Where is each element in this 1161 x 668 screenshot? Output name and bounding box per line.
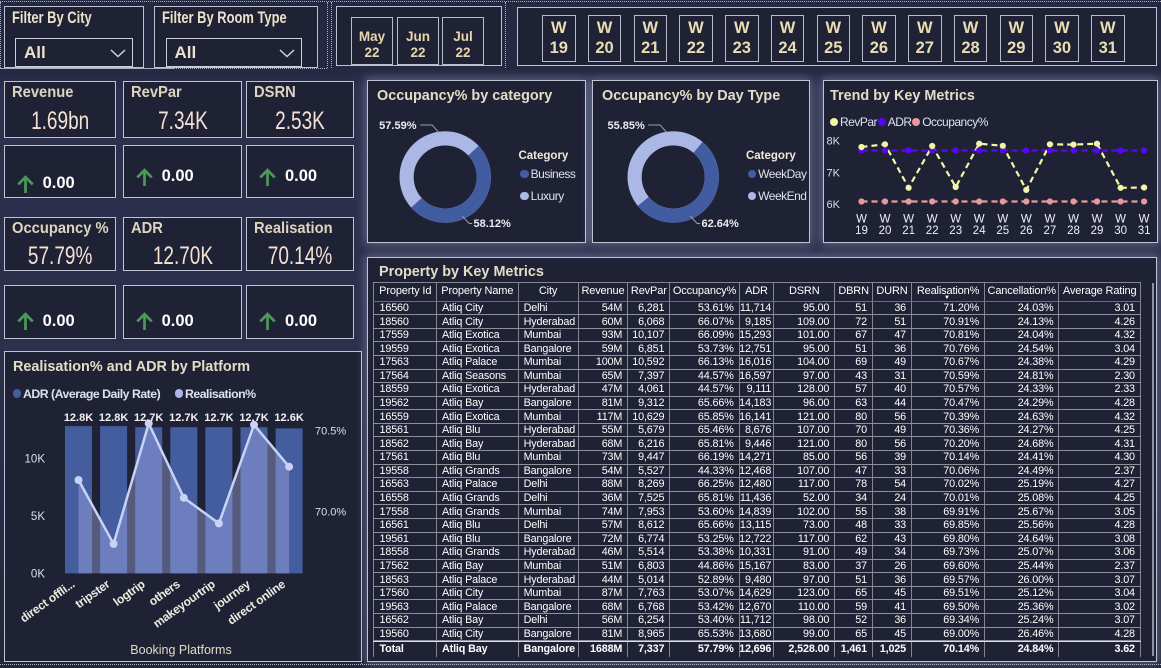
svg-text:direct offli...: direct offli... (17, 577, 77, 625)
svg-text:W: W (856, 214, 867, 226)
svg-text:29: 29 (1091, 225, 1104, 237)
svg-text:7K: 7K (827, 168, 841, 180)
svg-text:27: 27 (1044, 225, 1057, 237)
svg-text:12.7K: 12.7K (239, 412, 268, 424)
svg-text:6K: 6K (827, 199, 841, 211)
svg-text:0K: 0K (30, 568, 44, 580)
svg-text:Booking Platforms: Booking Platforms (130, 643, 231, 657)
svg-text:19: 19 (855, 225, 868, 237)
svg-text:25: 25 (996, 225, 1009, 237)
svg-text:22: 22 (926, 225, 939, 237)
svg-text:W: W (903, 214, 914, 226)
svg-text:W: W (880, 214, 891, 226)
svg-text:W: W (1044, 214, 1055, 226)
svg-text:21: 21 (902, 225, 915, 237)
svg-text:logtrip: logtrip (110, 577, 147, 609)
svg-text:30: 30 (1114, 225, 1127, 237)
svg-text:70.5%: 70.5% (315, 426, 346, 438)
svg-text:W: W (997, 214, 1008, 226)
svg-text:20: 20 (879, 225, 892, 237)
svg-text:W: W (1021, 214, 1032, 226)
svg-text:12.8K: 12.8K (63, 412, 92, 424)
svg-text:5K: 5K (30, 511, 44, 523)
svg-text:8K: 8K (827, 136, 841, 148)
svg-text:23: 23 (949, 225, 962, 237)
svg-text:W: W (950, 214, 961, 226)
svg-text:W: W (1139, 214, 1150, 226)
svg-text:12.8K: 12.8K (98, 412, 127, 424)
svg-text:W: W (927, 214, 938, 226)
svg-text:12.6K: 12.6K (274, 412, 303, 424)
svg-text:26: 26 (1020, 225, 1033, 237)
svg-text:12.7K: 12.7K (169, 412, 198, 424)
svg-text:tripster: tripster (72, 577, 112, 611)
svg-text:31: 31 (1138, 225, 1151, 237)
svg-text:12.7K: 12.7K (134, 412, 163, 424)
svg-text:28: 28 (1067, 225, 1080, 237)
svg-text:24: 24 (973, 225, 986, 237)
svg-text:W: W (1068, 214, 1079, 226)
svg-text:W: W (974, 214, 985, 226)
svg-text:W: W (1115, 214, 1126, 226)
svg-text:12.7K: 12.7K (204, 412, 233, 424)
svg-text:W: W (1092, 214, 1103, 226)
svg-text:10K: 10K (24, 453, 45, 465)
svg-text:70.0%: 70.0% (315, 507, 346, 519)
